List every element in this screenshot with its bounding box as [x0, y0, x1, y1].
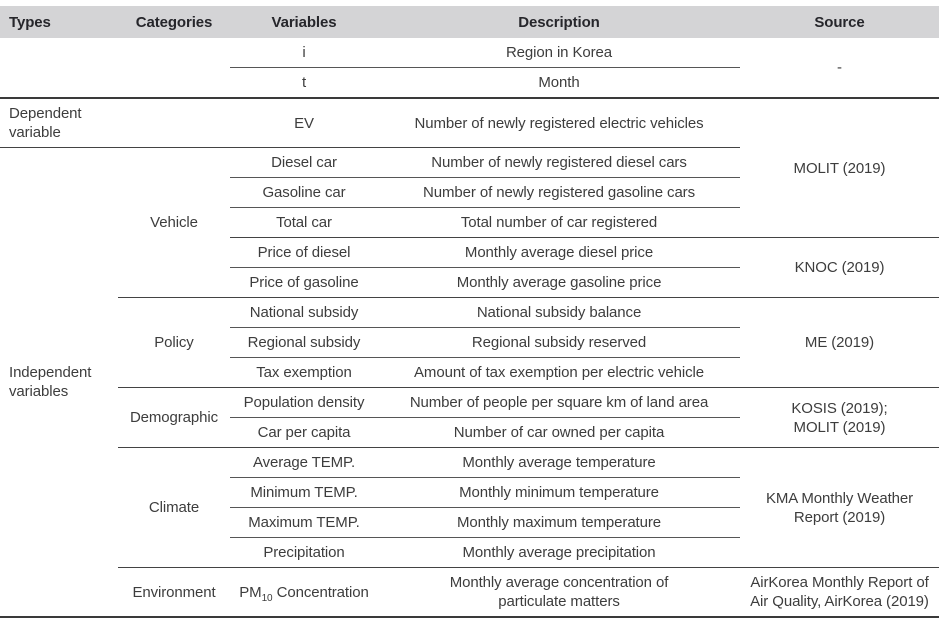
cell-description: Monthly average diesel price	[378, 237, 740, 268]
cell-source-me: ME (2019)	[740, 297, 939, 388]
cell-variable: Price of gasoline	[230, 267, 378, 298]
cell-variable: Precipitation	[230, 537, 378, 568]
table-row-total-car: Total car Total number of car registered	[0, 207, 939, 238]
cell-variable: Car per capita	[230, 417, 378, 448]
table-row-national-subsidy: Policy National subsidy National subsidy…	[0, 297, 939, 388]
cell-category-vehicle: Vehicle	[118, 147, 230, 298]
table-row-average-temp: Climate Average TEMP. Monthly average te…	[0, 447, 939, 568]
description-line: particulate matters	[498, 593, 620, 610]
cell-type-dependent: Dependent variable	[0, 98, 118, 148]
table-row-pm10: Environment PM10 Concentration Monthly a…	[0, 568, 939, 618]
table-row-price-diesel: Price of diesel Monthly average diesel p…	[0, 237, 939, 298]
source-line: MOLIT (2019)	[793, 418, 886, 436]
cell-description: Region in Korea	[378, 38, 740, 68]
cell-variable: Maximum TEMP.	[230, 507, 378, 538]
cell-variable: EV	[230, 98, 378, 148]
cell-variable: Average TEMP.	[230, 447, 378, 478]
source-line: AirKorea Monthly Report of	[750, 574, 929, 591]
pm-suffix: Concentration	[272, 583, 369, 601]
source-line: Report (2019)	[793, 508, 886, 526]
table-row-maximum-temp: Maximum TEMP. Monthly maximum temperatur…	[0, 507, 939, 538]
cell-description: Amount of tax exemption per electric veh…	[378, 357, 740, 388]
table-row-t: t Month	[0, 67, 939, 99]
cell-empty-types-categories	[0, 38, 230, 99]
source-line: KMA Monthly Weather	[765, 489, 914, 507]
cell-description: Monthly minimum temperature	[378, 477, 740, 508]
description-line: Monthly average concentration of	[449, 574, 669, 591]
cell-description: Monthly average concentration of particu…	[378, 568, 740, 618]
cell-variable-pm10: PM10 Concentration	[230, 568, 378, 618]
cell-source-knoc: KNOC (2019)	[740, 237, 939, 298]
cell-description: Monthly maximum temperature	[378, 507, 740, 538]
cell-variable: Minimum TEMP.	[230, 477, 378, 508]
col-header-variables: Variables	[230, 6, 378, 38]
table-row-gasoline-car: Gasoline car Number of newly registered …	[0, 177, 939, 208]
source-line: KOSIS (2019);	[791, 399, 888, 417]
cell-variable: Price of diesel	[230, 237, 378, 268]
cell-category-empty	[118, 98, 230, 148]
cell-source-kma: KMA Monthly Weather Report (2019)	[740, 447, 939, 568]
cell-variable: Total car	[230, 207, 378, 238]
table-row-regional-subsidy: Regional subsidy Regional subsidy reserv…	[0, 327, 939, 358]
table-row-tax-exemption: Tax exemption Amount of tax exemption pe…	[0, 357, 939, 388]
col-header-categories: Categories	[118, 6, 230, 38]
cell-variable: Population density	[230, 387, 378, 418]
col-header-source: Source	[740, 6, 939, 38]
table-row-precipitation: Precipitation Monthly average precipitat…	[0, 537, 939, 568]
cell-category-policy: Policy	[118, 297, 230, 388]
table-row-i: i Region in Korea -	[0, 38, 939, 99]
cell-category-environment: Environment	[132, 583, 216, 601]
cell-variable: Tax exemption	[230, 357, 378, 388]
cell-description: Monthly average precipitation	[378, 537, 740, 568]
cell-category-demographic: Demographic	[118, 387, 230, 448]
source-line: Air Quality, AirKorea (2019)	[750, 593, 929, 610]
cell-source-molit: MOLIT (2019)	[740, 98, 939, 238]
cell-description: Number of newly registered electric vehi…	[378, 98, 740, 148]
table-row-price-gasoline: Price of gasoline Monthly average gasoli…	[0, 267, 939, 298]
pm-subscript: 10	[261, 592, 273, 604]
cell-variable: Diesel car	[230, 147, 378, 178]
cell-category-climate: Climate	[118, 447, 230, 568]
variables-table: Types Categories Variables Description S…	[0, 6, 939, 618]
cell-description: Regional subsidy reserved	[378, 327, 740, 358]
cell-description: Monthly average gasoline price	[378, 267, 740, 298]
cell-description: Number of newly registered gasoline cars	[378, 177, 740, 208]
cell-source-index: -	[740, 38, 939, 99]
header-row: Types Categories Variables Description S…	[0, 6, 939, 38]
table-row-diesel-car: Independent variables Vehicle Diesel car…	[0, 147, 939, 400]
cell-description: Number of newly registered diesel cars	[378, 147, 740, 178]
cell-source-airkorea: AirKorea Monthly Report of Air Quality, …	[740, 568, 939, 618]
table-row-population-density: Demographic Population density Number of…	[0, 387, 939, 448]
table-row-ev: Dependent variable EV Number of newly re…	[0, 98, 939, 238]
cell-description: Month	[378, 67, 740, 99]
table-row-car-per-capita: Car per capita Number of car owned per c…	[0, 417, 939, 448]
cell-source-kosis-molit: KOSIS (2019); MOLIT (2019)	[740, 387, 939, 448]
cell-description: Monthly average temperature	[378, 447, 740, 478]
cell-description: National subsidy balance	[378, 297, 740, 328]
cell-variable: National subsidy	[230, 297, 378, 328]
pm-prefix: PM	[239, 583, 262, 601]
col-header-types: Types	[0, 6, 118, 38]
cell-variable: t	[230, 67, 378, 99]
table-row-minimum-temp: Minimum TEMP. Monthly minimum temperatur…	[0, 477, 939, 508]
cell-description: Number of car owned per capita	[378, 417, 740, 448]
col-header-description: Description	[378, 6, 740, 38]
cell-type-independent: Independent variables	[9, 364, 92, 400]
cell-variable: Regional subsidy	[230, 327, 378, 358]
cell-variable: Gasoline car	[230, 177, 378, 208]
cell-description: Total number of car registered	[378, 207, 740, 238]
cell-description: Number of people per square km of land a…	[378, 387, 740, 418]
cell-variable: i	[230, 38, 378, 68]
